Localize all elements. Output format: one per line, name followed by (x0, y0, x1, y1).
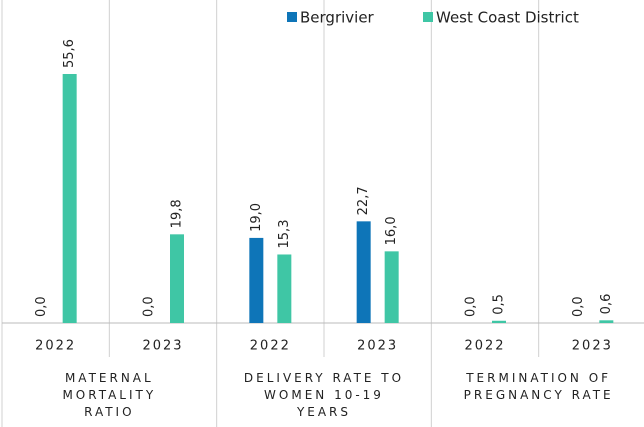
bar (277, 254, 292, 323)
legend-label: West Coast District (436, 9, 579, 27)
value-label: 0,5 (492, 294, 507, 315)
x-tick-label: 2022 (250, 339, 291, 354)
x-tick-label: 2022 (35, 339, 76, 354)
bar (384, 251, 399, 323)
value-label: 0,0 (464, 296, 479, 317)
value-label: 0,0 (571, 296, 586, 317)
legend-label: Bergrivier (300, 9, 375, 27)
value-label: 15,3 (277, 220, 292, 249)
x-tick-label: 2023 (142, 339, 183, 354)
value-label: 0,0 (34, 296, 49, 317)
value-label: 0,6 (599, 294, 614, 315)
value-label: 19,0 (249, 203, 264, 232)
value-label: 55,6 (62, 39, 77, 68)
bar (356, 221, 371, 323)
bar (492, 320, 506, 323)
group-label: DELIVERY RATE TO WOMEN 10-19 YEARS (243, 371, 405, 419)
bar (599, 320, 614, 323)
value-label: 22,7 (356, 186, 371, 215)
bar (62, 74, 77, 323)
x-tick-label: 2023 (572, 339, 613, 354)
group-label: MATERNAL MORTALITY RATIO (62, 371, 157, 419)
bar (249, 237, 264, 323)
value-label: 0,0 (142, 296, 157, 317)
legend-swatch (287, 12, 297, 22)
value-label: 16,0 (384, 216, 399, 245)
x-tick-label: 2023 (357, 339, 398, 354)
legend-swatch (423, 12, 433, 22)
bar (170, 234, 184, 323)
value-label: 19,8 (170, 199, 185, 228)
x-tick-label: 2022 (464, 339, 505, 354)
group-label: TERMINATION OF PREGNANCY RATE (463, 371, 614, 402)
